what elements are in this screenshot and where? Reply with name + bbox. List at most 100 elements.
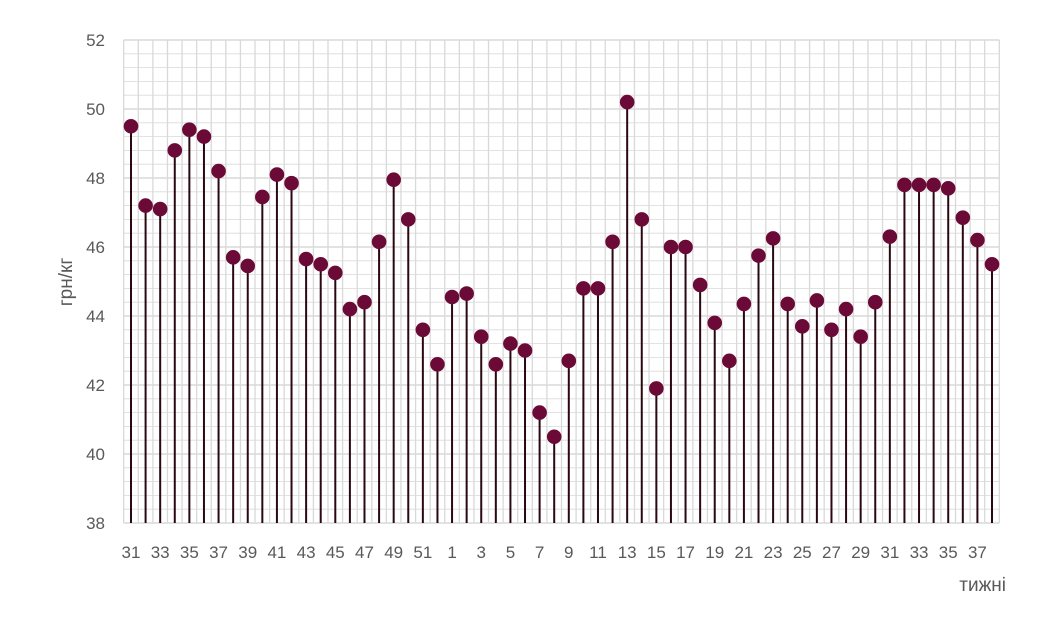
lollipop-marker bbox=[400, 212, 416, 227]
lollipop-marker bbox=[328, 265, 343, 281]
x-tick-label: 31 bbox=[880, 543, 899, 562]
lollipop-marker bbox=[561, 353, 577, 369]
lollipop-marker bbox=[970, 232, 985, 248]
lollipop-marker bbox=[897, 177, 912, 193]
lollipop-marker bbox=[459, 286, 474, 301]
x-tick-label: 21 bbox=[734, 543, 753, 562]
x-tick-label: 35 bbox=[180, 543, 199, 562]
x-tick-label: 13 bbox=[618, 543, 637, 562]
grid bbox=[123, 39, 1000, 524]
x-tick-label: 49 bbox=[384, 543, 403, 562]
lollipop-marker bbox=[517, 343, 533, 358]
lollipop-marker bbox=[342, 301, 358, 317]
x-tick-label: 17 bbox=[676, 543, 695, 562]
x-tick-label: 11 bbox=[589, 543, 607, 562]
x-tick-label: 9 bbox=[564, 543, 573, 562]
x-tick-label: 33 bbox=[910, 543, 929, 562]
lollipop-marker bbox=[853, 329, 868, 345]
lollipop-marker bbox=[911, 177, 927, 193]
y-tick-label: 42 bbox=[86, 376, 105, 395]
lollipop-marker bbox=[722, 353, 737, 369]
y-tick-label: 38 bbox=[86, 514, 105, 533]
lollipop-marker bbox=[838, 301, 854, 317]
lollipop-marker bbox=[867, 294, 883, 310]
lollipop-marker bbox=[444, 289, 460, 305]
lollipop-marker bbox=[284, 175, 299, 191]
lollipop-marker bbox=[882, 229, 898, 244]
lollipop-marker bbox=[940, 181, 956, 196]
y-axis-ticks: 38 40 42 44 46 48 50 52 bbox=[86, 31, 105, 533]
lollipop-marker bbox=[488, 357, 504, 372]
x-tick-label: 31 bbox=[122, 543, 141, 562]
lollipop-marker bbox=[225, 250, 241, 265]
lollipop-marker bbox=[605, 234, 620, 250]
x-tick-label: 33 bbox=[151, 543, 170, 562]
lollipop-marker bbox=[255, 189, 270, 205]
lollipop-marker bbox=[532, 405, 547, 420]
lollipop-marker bbox=[736, 296, 752, 312]
y-tick-label: 40 bbox=[86, 445, 105, 464]
lollipop-marker bbox=[240, 258, 256, 274]
lollipop-marker bbox=[415, 322, 431, 338]
x-tick-label: 1 bbox=[447, 543, 456, 562]
lollipop-marker bbox=[649, 381, 664, 396]
lollipop-marker bbox=[211, 163, 226, 179]
lollipop-marker bbox=[926, 177, 941, 193]
lollipop-marker bbox=[809, 293, 825, 308]
data-marks bbox=[123, 94, 1000, 523]
lollipop-marker bbox=[269, 167, 285, 182]
lollipop-marker bbox=[678, 239, 693, 255]
lollipop-marker bbox=[138, 198, 153, 213]
lollipop-marker bbox=[123, 118, 139, 134]
x-tick-label: 5 bbox=[506, 543, 515, 562]
lollipop-marker bbox=[984, 256, 1000, 272]
lollipop-marker bbox=[751, 248, 766, 263]
y-tick-label: 50 bbox=[86, 100, 105, 119]
x-tick-label: 45 bbox=[326, 543, 345, 562]
lollipop-marker bbox=[152, 201, 168, 217]
lollipop-marker bbox=[196, 129, 212, 144]
x-tick-label: 27 bbox=[822, 543, 841, 562]
x-tick-label: 19 bbox=[705, 543, 724, 562]
x-tick-label: 3 bbox=[477, 543, 486, 562]
lollipop-marker bbox=[430, 357, 445, 372]
x-tick-label: 37 bbox=[968, 543, 987, 562]
x-tick-label: 37 bbox=[209, 543, 228, 562]
lollipop-marker bbox=[780, 296, 795, 312]
lollipop-marker bbox=[619, 94, 635, 110]
lollipop-marker bbox=[663, 239, 679, 255]
lollipop-marker bbox=[765, 231, 781, 246]
x-tick-label: 47 bbox=[355, 543, 374, 562]
lollipop-marker bbox=[794, 319, 810, 334]
x-axis-ticks: 31 33 35 37 39 41 43 45 47 49 51 1 3 5 7 9 11 13 15 17 19 21 2… bbox=[122, 543, 987, 562]
lollipop-marker bbox=[955, 210, 971, 225]
x-tick-label: 7 bbox=[535, 543, 544, 562]
y-axis-label: грн/кг bbox=[56, 258, 77, 307]
lollipop-marker bbox=[386, 172, 401, 188]
lollipop-marker bbox=[707, 315, 723, 331]
lollipop-marker bbox=[692, 277, 708, 293]
y-tick-label: 52 bbox=[86, 31, 105, 50]
lollipop-marker bbox=[371, 234, 387, 250]
x-tick-label: 51 bbox=[413, 543, 432, 562]
lollipop-marker bbox=[634, 212, 650, 227]
x-tick-label: 23 bbox=[764, 543, 783, 562]
lollipop-marker bbox=[576, 281, 591, 296]
lollipop-marker bbox=[357, 294, 372, 310]
lollipop-marker bbox=[313, 256, 329, 272]
x-axis-label: тижні bbox=[959, 575, 1006, 596]
lollipop-marker bbox=[473, 329, 489, 345]
x-tick-label: 15 bbox=[647, 543, 666, 562]
x-tick-label: 41 bbox=[267, 543, 286, 562]
y-tick-label: 44 bbox=[86, 307, 105, 326]
lollipop-marker bbox=[503, 336, 518, 351]
x-tick-label: 25 bbox=[793, 543, 812, 562]
y-tick-label: 48 bbox=[86, 169, 105, 188]
lollipop-marker bbox=[590, 281, 606, 296]
x-tick-label: 39 bbox=[238, 543, 257, 562]
y-tick-label: 46 bbox=[86, 238, 105, 257]
x-tick-label: 35 bbox=[939, 543, 958, 562]
lollipop-marker bbox=[824, 322, 839, 338]
x-tick-label: 29 bbox=[851, 543, 870, 562]
